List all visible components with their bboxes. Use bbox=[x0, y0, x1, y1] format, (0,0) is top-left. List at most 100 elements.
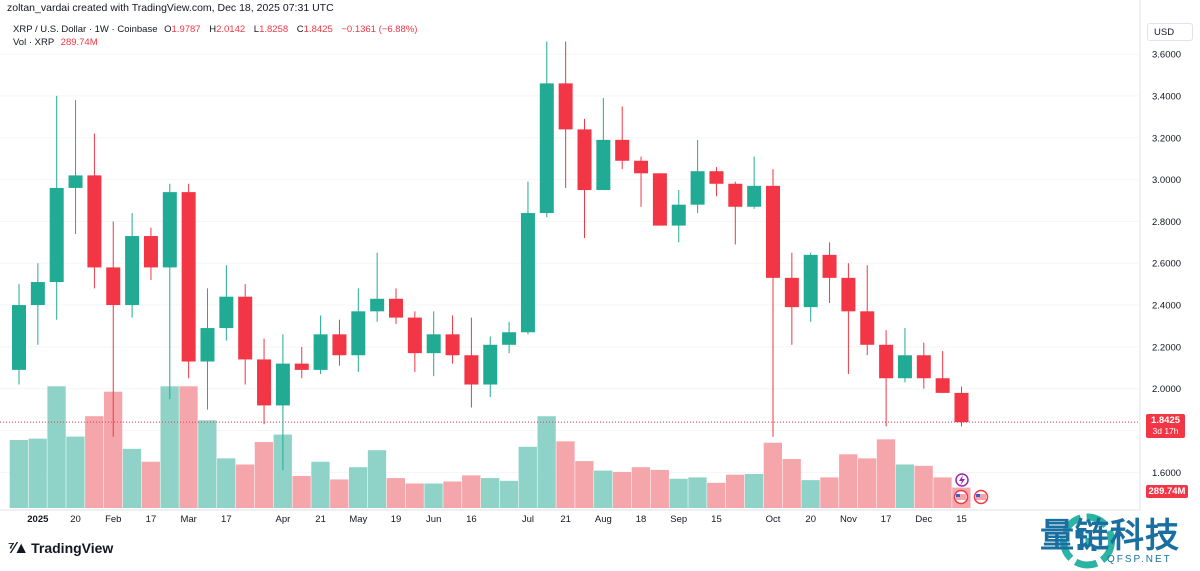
candle-body bbox=[897, 355, 912, 379]
volume-bar bbox=[235, 464, 255, 508]
y-tick-label: 3.2000 bbox=[1152, 133, 1181, 144]
y-tick-label: 2.0000 bbox=[1152, 384, 1181, 395]
open-value: 1.9787 bbox=[171, 24, 201, 35]
low-label: L bbox=[253, 24, 260, 35]
open-label: O bbox=[164, 24, 172, 35]
candle-body bbox=[558, 83, 573, 130]
low-value: 1.8258 bbox=[259, 24, 289, 35]
volume-bar bbox=[254, 442, 274, 508]
candle-body bbox=[12, 305, 26, 370]
candle-body bbox=[389, 298, 403, 318]
x-tick-label: Jul bbox=[522, 514, 534, 525]
candle-body bbox=[370, 298, 385, 312]
volume-bar bbox=[85, 416, 104, 508]
volume-bar bbox=[669, 478, 688, 508]
x-tick-label: 21 bbox=[315, 514, 326, 525]
candle-body bbox=[87, 175, 102, 268]
candle-body bbox=[125, 236, 140, 306]
x-tick-label: 19 bbox=[391, 514, 402, 525]
x-tick-label: 15 bbox=[956, 514, 967, 525]
volume-bar bbox=[726, 474, 745, 508]
x-tick-label: 20 bbox=[805, 514, 816, 525]
volume-bar bbox=[707, 482, 726, 508]
volume-bar bbox=[103, 391, 123, 508]
chart-attribution: zoltan_vardai created with TradingView.c… bbox=[7, 2, 334, 14]
y-tick-label: 2.6000 bbox=[1152, 259, 1181, 270]
volume-bar bbox=[66, 436, 85, 508]
candle-body bbox=[502, 332, 517, 345]
y-tick-label: 2.8000 bbox=[1152, 217, 1181, 228]
volume-bar bbox=[518, 446, 537, 508]
candle-body bbox=[332, 334, 347, 356]
y-tick-label: 3.4000 bbox=[1152, 91, 1181, 102]
high-value: 2.0142 bbox=[216, 24, 246, 35]
volume-bar bbox=[462, 475, 481, 508]
candles bbox=[12, 41, 969, 471]
candle-body bbox=[30, 282, 45, 306]
x-tick-label: Feb bbox=[105, 514, 121, 525]
x-tick-label: 16 bbox=[466, 514, 477, 525]
volume-bar bbox=[424, 483, 443, 508]
candle-body bbox=[219, 296, 234, 329]
x-tick-label: 17 bbox=[881, 514, 892, 525]
volume-bar bbox=[556, 441, 575, 508]
currency-selector[interactable]: USD bbox=[1147, 23, 1193, 41]
watermark-subtitle: QFSP.NET bbox=[1107, 554, 1172, 565]
qfsp-watermark-logo-icon bbox=[1060, 513, 1115, 569]
x-tick-label: Nov bbox=[840, 514, 857, 525]
us-flag-icon-stripes bbox=[956, 494, 966, 500]
candle-body bbox=[106, 267, 121, 306]
x-tick-label: Sep bbox=[670, 514, 687, 525]
ohlc-legend: XRP / U.S. Dollar · 1W · Coinbase O1.978… bbox=[13, 24, 417, 35]
x-tick-label: May bbox=[349, 514, 367, 525]
close-value: 1.8425 bbox=[303, 24, 333, 35]
candle-body bbox=[181, 192, 196, 362]
candle-body bbox=[445, 334, 460, 356]
volume-bar bbox=[141, 461, 160, 508]
volume-bar bbox=[386, 478, 405, 508]
tradingview-logo-icon: ⁷⁄▲ bbox=[8, 540, 29, 557]
candle-body bbox=[257, 359, 272, 406]
volume-bar bbox=[499, 480, 519, 508]
volume-bar bbox=[650, 469, 669, 508]
x-tick-label: 15 bbox=[711, 514, 722, 525]
volume-bar bbox=[9, 440, 28, 508]
volume-bar bbox=[349, 467, 368, 508]
volume-bar bbox=[47, 386, 66, 508]
candle-body bbox=[615, 139, 630, 161]
candle-body bbox=[483, 344, 498, 385]
last-price-label: 1.8425 3d 17h bbox=[1146, 414, 1185, 438]
last-volume-label: 289.74M bbox=[1146, 485, 1188, 498]
tradingview-logo[interactable]: ⁷⁄▲ TradingView bbox=[8, 540, 113, 558]
x-tick-label: 17 bbox=[146, 514, 157, 525]
volume-bar bbox=[575, 461, 594, 508]
volume-value: 289.74M bbox=[60, 37, 98, 48]
volume-bar bbox=[594, 470, 613, 508]
x-tick-label: Mar bbox=[180, 514, 196, 525]
symbol-label[interactable]: XRP / U.S. Dollar · 1W · Coinbase bbox=[13, 24, 158, 35]
candle-body bbox=[954, 392, 969, 423]
volume-bars bbox=[9, 386, 971, 508]
volume-bar bbox=[839, 454, 858, 508]
volume-bar bbox=[28, 438, 47, 508]
candle-body bbox=[520, 213, 535, 333]
candle-body bbox=[539, 83, 554, 214]
volume-bar bbox=[895, 464, 914, 508]
time-axis[interactable]: 2025 20 Feb 17 Mar 17 Apr 21 May 19 Jun 16 Jul 21 Aug 1… bbox=[27, 514, 967, 525]
volume-bar bbox=[292, 476, 311, 508]
x-tick-label: 2025 bbox=[27, 514, 49, 525]
candle-body bbox=[634, 160, 649, 174]
candle-body bbox=[426, 334, 441, 354]
bar-countdown: 3d 17h bbox=[1152, 426, 1179, 436]
volume-bar bbox=[273, 434, 292, 508]
volume-label[interactable]: Vol · XRP bbox=[13, 37, 55, 48]
x-tick-label: Apr bbox=[276, 514, 291, 525]
volume-bar bbox=[160, 386, 179, 508]
x-tick-label: Dec bbox=[915, 514, 932, 525]
volume-bar bbox=[405, 483, 424, 508]
x-tick-label: Aug bbox=[595, 514, 612, 525]
volume-bar bbox=[914, 465, 933, 508]
event-icons[interactable] bbox=[953, 473, 989, 505]
y-tick-label: 1.6000 bbox=[1152, 468, 1181, 479]
